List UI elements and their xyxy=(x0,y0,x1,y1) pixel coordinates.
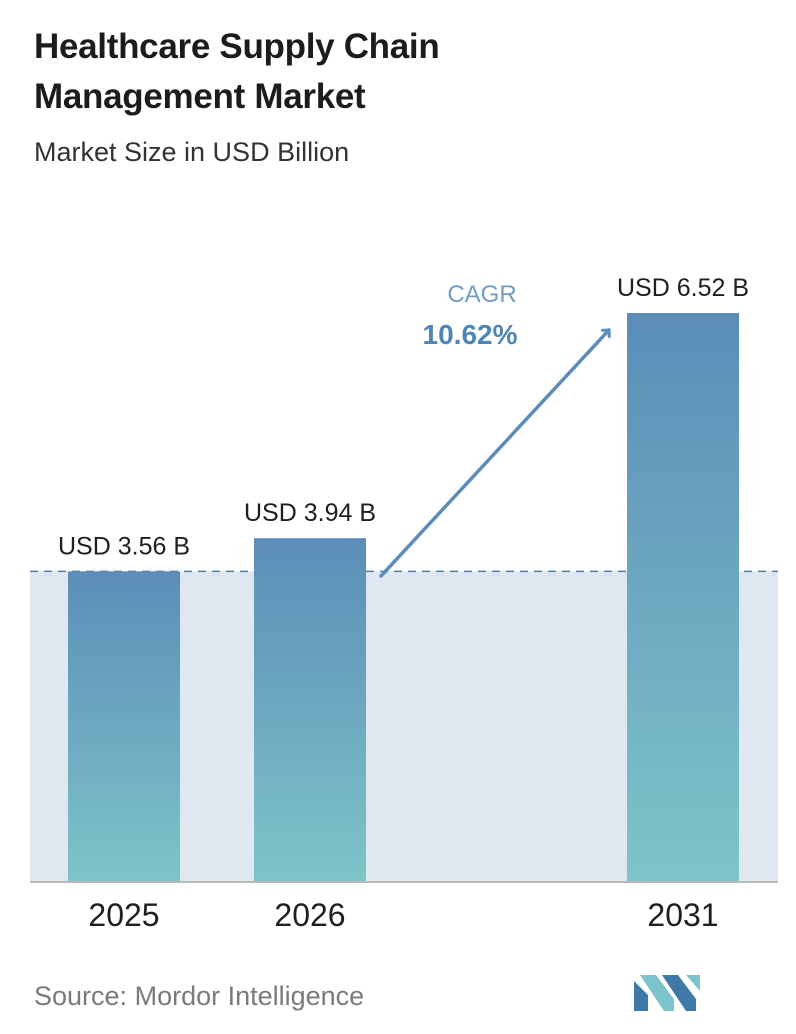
data-label-2025: USD 3.56 B xyxy=(58,532,190,560)
x-tick-label-2025: 2025 xyxy=(88,897,159,933)
chart-subtitle: Market Size in USD Billion xyxy=(34,137,350,167)
x-tick-label-2031: 2031 xyxy=(647,897,718,933)
bar-2025 xyxy=(68,571,180,882)
source-note: Source: Mordor Intelligence xyxy=(34,978,364,1014)
bar-chart: USD 3.56 B 2025 USD 3.94 B 2026 USD 6.52 B 20… xyxy=(30,274,778,933)
logo-shape-1 xyxy=(634,981,648,1011)
logo-shape-3 xyxy=(662,975,696,1011)
chart-title-line-2: Management Market xyxy=(34,77,366,116)
logo-shape-4 xyxy=(686,975,700,991)
cagr-arrow xyxy=(379,328,609,578)
cagr-value: 10.62% xyxy=(423,319,518,350)
chart-title-line-1: Healthcare Supply Chain xyxy=(34,27,440,66)
x-tick-label-2026: 2026 xyxy=(274,897,345,933)
logo-shape-2 xyxy=(640,975,674,1011)
data-label-2026: USD 3.94 B xyxy=(244,499,376,527)
source-name: Mordor Intelligence xyxy=(134,981,365,1011)
bar-2031 xyxy=(627,313,739,882)
cagr-label: CAGR xyxy=(447,281,516,308)
data-label-2031: USD 6.52 B xyxy=(617,274,749,302)
bar-2026 xyxy=(254,538,366,882)
source-label: Source: xyxy=(34,981,128,1011)
chart-title: Healthcare Supply Chain Management Marke… xyxy=(34,22,594,122)
mordor-intelligence-logo-icon xyxy=(634,975,700,1011)
